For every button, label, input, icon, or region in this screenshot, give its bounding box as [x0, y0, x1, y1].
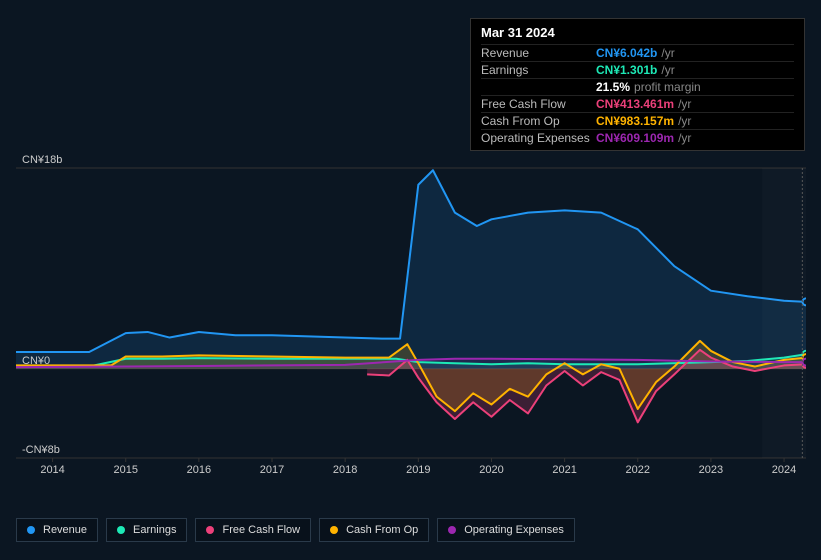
- tooltip-row-unit: /yr: [678, 114, 691, 128]
- legend-item[interactable]: Revenue: [16, 518, 98, 542]
- y-axis-label: CN¥18b: [22, 154, 62, 166]
- legend-dot-icon: [117, 526, 125, 534]
- tooltip-row-value: CN¥413.461m: [596, 97, 674, 111]
- x-axis-label: 2022: [626, 464, 650, 476]
- legend-item[interactable]: Free Cash Flow: [195, 518, 311, 542]
- x-axis-label: 2024: [772, 464, 796, 476]
- legend-label: Cash From Op: [346, 524, 418, 536]
- tooltip-row-label: Operating Expenses: [481, 131, 596, 145]
- tooltip-row-label: Earnings: [481, 63, 596, 77]
- tooltip-row-value: CN¥6.042b: [596, 46, 657, 60]
- chart-tooltip: Mar 31 2024 RevenueCN¥6.042b /yr Earnings…: [470, 18, 805, 151]
- x-axis-label: 2018: [333, 464, 357, 476]
- x-axis-label: 2014: [40, 464, 64, 476]
- legend-item[interactable]: Operating Expenses: [437, 518, 575, 542]
- tooltip-profit-margin-label: profit margin: [634, 80, 701, 94]
- legend-item[interactable]: Cash From Op: [319, 518, 429, 542]
- x-axis-label: 2019: [406, 464, 430, 476]
- tooltip-row-unit: /yr: [678, 97, 691, 111]
- tooltip-profit-margin-pct: 21.5%: [596, 80, 630, 94]
- legend-dot-icon: [330, 526, 338, 534]
- tooltip-row-label: Cash From Op: [481, 114, 596, 128]
- y-axis-label: CN¥0: [22, 355, 50, 367]
- tooltip-row-unit: /yr: [661, 63, 674, 77]
- chart-legend: Revenue Earnings Free Cash Flow Cash From O…: [16, 518, 575, 542]
- legend-label: Operating Expenses: [464, 524, 564, 536]
- legend-label: Free Cash Flow: [222, 524, 300, 536]
- tooltip-row-unit: /yr: [678, 131, 691, 145]
- legend-dot-icon: [206, 526, 214, 534]
- x-axis-labels: 2014 2015 2016 2017 2018 2019 2020 2021 2022 2023…: [16, 464, 806, 478]
- x-axis-label: 2020: [479, 464, 503, 476]
- tooltip-row-value: CN¥1.301b: [596, 63, 657, 77]
- x-axis-label: 2017: [260, 464, 284, 476]
- tooltip-row-unit: /yr: [661, 46, 674, 60]
- tooltip-row-value: CN¥609.109m: [596, 131, 674, 145]
- tooltip-row-label: Revenue: [481, 46, 596, 60]
- legend-item[interactable]: Earnings: [106, 518, 187, 542]
- x-axis-label: 2015: [113, 464, 137, 476]
- legend-label: Revenue: [43, 524, 87, 536]
- x-axis-label: 2021: [552, 464, 576, 476]
- tooltip-date: Mar 31 2024: [481, 25, 794, 40]
- legend-dot-icon: [27, 526, 35, 534]
- tooltip-row-value: CN¥983.157m: [596, 114, 674, 128]
- legend-label: Earnings: [133, 524, 176, 536]
- y-axis-label: -CN¥8b: [22, 444, 60, 456]
- x-axis-label: 2016: [187, 464, 211, 476]
- tooltip-row-label: Free Cash Flow: [481, 97, 596, 111]
- chart-plot[interactable]: [16, 158, 806, 468]
- legend-dot-icon: [448, 526, 456, 534]
- x-axis-label: 2023: [699, 464, 723, 476]
